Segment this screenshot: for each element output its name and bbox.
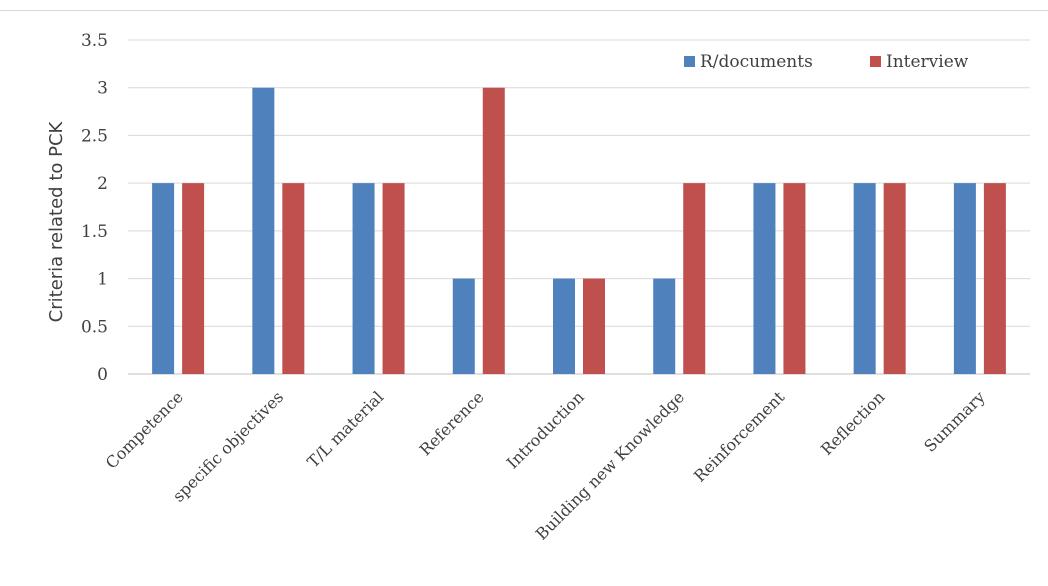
y-tick-label: 2.5: [81, 126, 108, 146]
x-tick-label: Reinforcement: [690, 387, 789, 486]
bar-interview: [382, 183, 405, 374]
bar-r-documents: [753, 183, 776, 374]
legend: R/documents Interview: [684, 52, 969, 72]
x-tick-label: Competence: [102, 387, 187, 472]
x-tick-label: Summary: [920, 387, 988, 455]
bar-interview: [482, 87, 505, 374]
bar-r-documents: [252, 87, 275, 374]
x-tick-label: T/L material: [303, 387, 387, 471]
y-tick-label: 2: [97, 174, 108, 194]
y-tick-label: 1: [97, 270, 108, 290]
legend-swatch-interview: [870, 56, 881, 67]
bar-r-documents: [452, 278, 475, 374]
bar-r-documents: [953, 183, 976, 374]
bar-r-documents: [553, 278, 575, 374]
y-tick-label: 0.5: [81, 317, 108, 337]
x-tick-label: Introduction: [503, 387, 588, 472]
bar-interview: [983, 183, 1006, 374]
y-tick-label: 3: [97, 79, 108, 99]
legend-swatch-r-documents: [684, 56, 695, 67]
bar-r-documents: [653, 278, 676, 374]
y-tick-label: 0: [97, 365, 108, 385]
bar-interview: [683, 183, 706, 374]
y-tick-label: 3.5: [81, 31, 108, 51]
x-tick-label: Reference: [416, 387, 488, 459]
bar-r-documents: [853, 183, 876, 374]
bars: [152, 87, 1006, 374]
bar-r-documents: [352, 183, 375, 374]
x-tick-label: specific objectives: [169, 387, 287, 505]
y-tick-label: 1.5: [81, 222, 108, 242]
bar-interview: [883, 183, 906, 374]
gridlines: [128, 39, 1030, 375]
y-axis-title: Criteria related to PCK: [46, 120, 67, 322]
bar-interview: [282, 183, 305, 374]
bar-interview: [182, 183, 205, 374]
bar-r-documents: [152, 183, 175, 374]
bar-interview: [583, 278, 605, 374]
legend-label-interview: Interview: [886, 52, 969, 72]
y-axis-ticks: 0 0.5 1 1.5 2 2.5 3 3.5: [81, 31, 108, 385]
x-tick-label: Reflection: [817, 387, 888, 458]
top-divider: [0, 10, 1048, 11]
legend-label-r-documents: R/documents: [700, 52, 813, 72]
bar-interview: [783, 183, 806, 374]
